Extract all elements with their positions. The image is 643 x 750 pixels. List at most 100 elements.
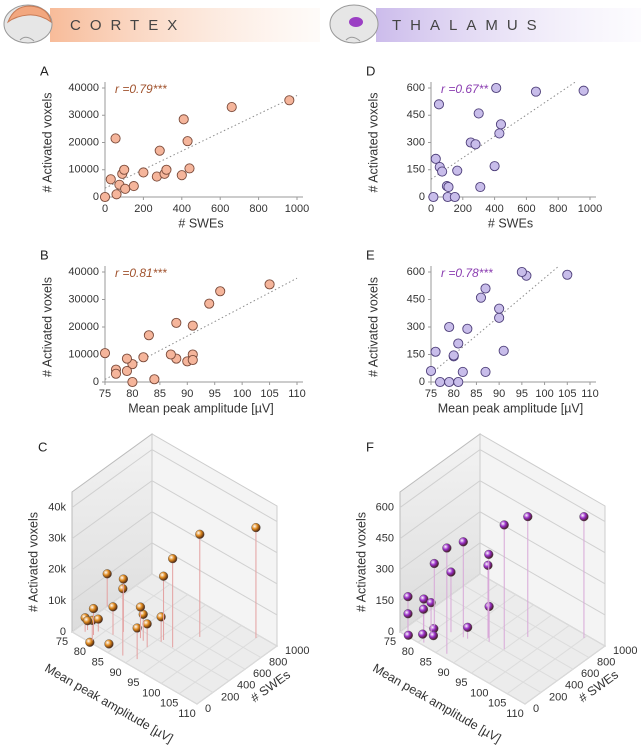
data-point [156,612,166,622]
y-tick-label: 800 [597,657,615,669]
x-tick-label: 80 [402,646,414,658]
x-tick-label: 400 [173,203,191,215]
z-tick-label: 150 [376,595,394,607]
y-tick-label: 20000 [68,321,99,333]
data-point [119,164,130,175]
data-point [93,614,103,624]
trend-line [105,95,298,189]
x-tick-label: 75 [384,636,396,648]
grid-line [71,448,278,522]
y-tick-label: 1000 [613,645,637,657]
data-point [443,181,454,193]
x-tick-label: 200 [134,203,152,215]
y-axis-title: # Activated voxels [366,277,380,377]
data-point [118,574,128,584]
y-tick-label: 40000 [68,266,99,278]
x-tick-label: 90 [437,667,449,679]
data-point [187,354,198,366]
grid-line [506,635,588,695]
data-point [403,592,413,602]
data-point [473,108,484,119]
grid-line [471,614,552,674]
x-tick-label: 105 [558,388,576,400]
x-tick-label: 100 [535,388,553,400]
x-tick-label: 800 [249,203,267,215]
data-point [176,170,187,181]
y-tick-label: 450 [407,293,425,305]
grid-line [488,625,570,684]
data-point [578,85,589,96]
grid-line [453,604,534,664]
data-point [99,191,111,203]
x-tick-label: 90 [181,388,193,400]
data-point [489,161,500,172]
x-tick-label: 800 [549,203,567,215]
data-point [426,598,436,608]
z-tick-label: 300 [376,564,394,576]
grid-line [435,594,517,653]
data-point [120,183,131,194]
data-point [142,619,152,629]
data-point [184,163,195,174]
x-tick-label: 95 [455,677,467,689]
data-point [446,567,456,577]
x-axis-title: Mean peak amplitude [µV] [128,401,273,415]
data-point [171,317,182,328]
data-point [428,191,439,203]
y-tick-label: 0 [93,376,99,388]
y-axis-title: # Activated voxels [366,92,380,192]
data-point [433,99,445,110]
y-tick-label: 30000 [68,109,99,121]
x-tick-label: 75 [99,388,111,400]
y-tick-label: 0 [533,703,539,715]
x-tick-label: 95 [127,677,139,689]
grid-line [125,604,206,664]
grid-line [463,585,590,659]
grid-line [103,608,230,682]
grid-line [71,480,278,554]
data-point [85,637,95,647]
data-point [491,82,502,94]
data-point [105,174,116,185]
z-tick-label: 0 [60,626,66,638]
data-point [453,376,464,388]
x-tick-label: 100 [142,687,160,699]
x-tick-label: 85 [420,656,432,668]
data-point [495,119,507,130]
data-point [132,623,142,633]
grid-line [447,596,574,670]
x-tick-label: 80 [448,388,460,400]
data-point [118,584,128,594]
y-tick-label: 600 [407,266,425,278]
data-point [88,603,99,614]
x-tick-label: 90 [493,388,505,400]
data-point [82,616,93,626]
data-point [494,128,505,139]
data-point [251,522,261,533]
data-point [437,166,448,177]
panel-letter: D [366,63,375,78]
data-point [135,602,146,612]
x-tick-label: 100 [233,388,251,400]
grid-line [399,631,526,705]
data-point [442,543,452,553]
annotation: r =0.81*** [115,266,167,280]
data-point [475,292,487,303]
data-point [99,348,111,359]
z-tick-label: 10k [48,595,66,607]
data-point [403,609,413,619]
y-tick-label: 0 [93,191,99,203]
data-point [453,338,464,349]
data-point [435,376,446,388]
y-tick-label: 30000 [68,293,99,305]
data-point [483,560,493,570]
data-point [444,321,455,333]
data-point [499,520,509,530]
data-point [523,512,533,522]
x-tick-label: 100 [470,687,488,699]
x-tick-label: 105 [160,698,178,710]
header-band [376,8,641,42]
panel-letter: B [40,247,49,262]
brain-icon [3,4,53,44]
